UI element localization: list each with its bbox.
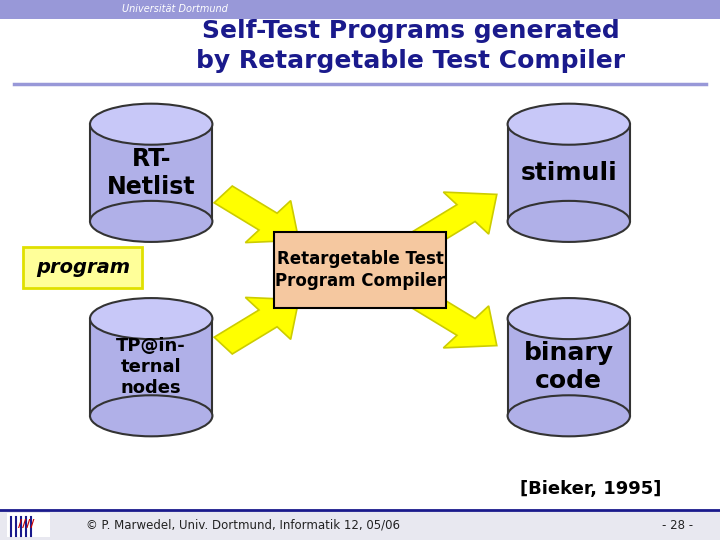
Ellipse shape bbox=[90, 104, 212, 145]
Ellipse shape bbox=[90, 298, 212, 339]
Text: stimuli: stimuli bbox=[521, 161, 617, 185]
Text: RT-
Netlist: RT- Netlist bbox=[107, 147, 196, 199]
Polygon shape bbox=[214, 186, 299, 242]
Polygon shape bbox=[90, 124, 212, 221]
Polygon shape bbox=[214, 298, 299, 354]
Text: [Bieker, 1995]: [Bieker, 1995] bbox=[520, 480, 661, 498]
Polygon shape bbox=[412, 192, 497, 249]
Polygon shape bbox=[90, 319, 212, 416]
Text: © P. Marwedel, Univ. Dortmund, Informatik 12, 05/06: © P. Marwedel, Univ. Dortmund, Informati… bbox=[86, 518, 400, 532]
Bar bbox=[0, 0, 720, 19]
Text: - 28 -: - 28 - bbox=[662, 518, 693, 532]
FancyBboxPatch shape bbox=[24, 247, 143, 287]
Polygon shape bbox=[508, 124, 630, 221]
Polygon shape bbox=[508, 319, 630, 416]
Text: binary
code: binary code bbox=[524, 341, 614, 393]
Text: TP@in-
ternal
nodes: TP@in- ternal nodes bbox=[117, 338, 186, 397]
Bar bbox=[0, 510, 720, 540]
Text: Retargetable Test
Program Compiler: Retargetable Test Program Compiler bbox=[275, 250, 445, 290]
Ellipse shape bbox=[508, 298, 630, 339]
Text: program: program bbox=[36, 258, 130, 277]
Bar bbox=[7, 513, 50, 537]
Text: Self-Test Programs generated
by Retargetable Test Compiler: Self-Test Programs generated by Retarget… bbox=[196, 19, 625, 73]
Text: Universität Dortmund: Universität Dortmund bbox=[122, 4, 228, 15]
Text: ////: //// bbox=[18, 519, 35, 529]
Ellipse shape bbox=[90, 395, 212, 436]
Polygon shape bbox=[412, 291, 497, 348]
Ellipse shape bbox=[508, 395, 630, 436]
Ellipse shape bbox=[508, 201, 630, 242]
FancyBboxPatch shape bbox=[274, 232, 446, 308]
Ellipse shape bbox=[90, 201, 212, 242]
Ellipse shape bbox=[508, 104, 630, 145]
